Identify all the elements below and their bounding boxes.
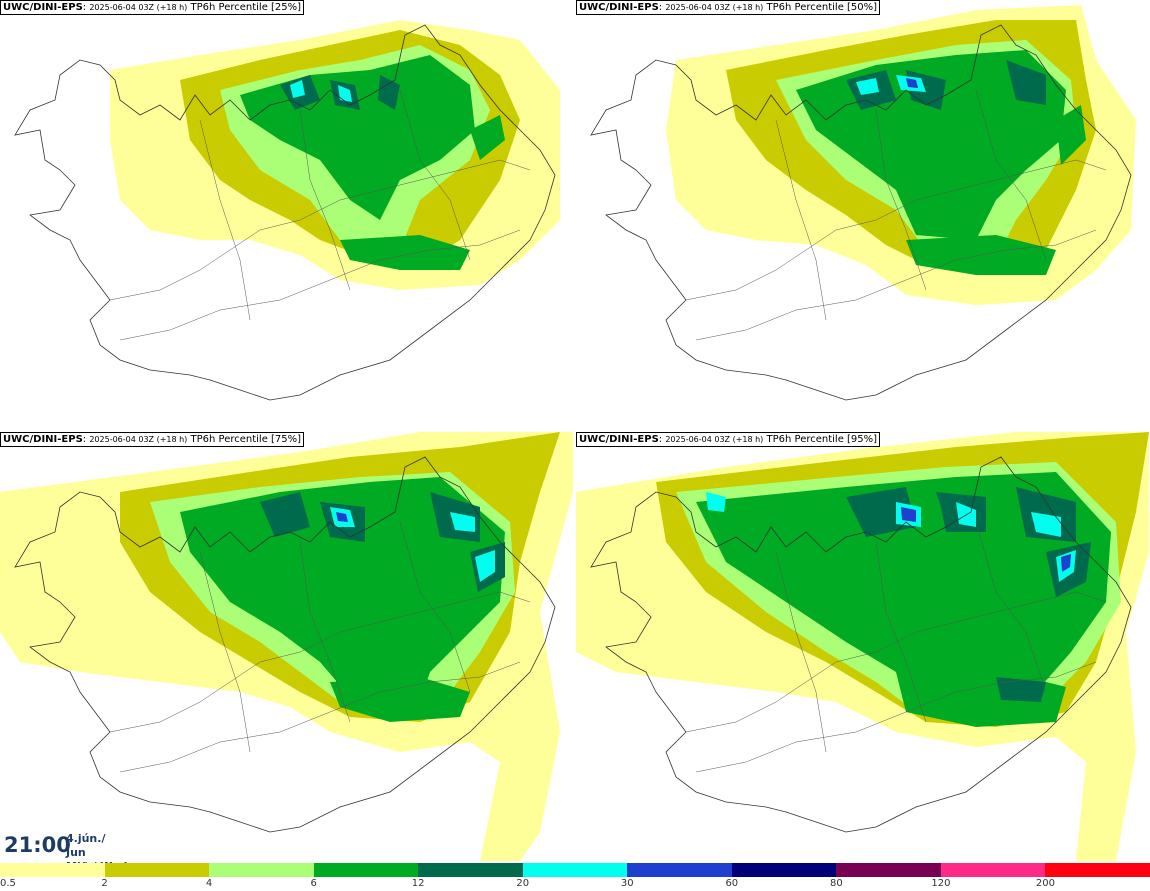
legend-swatch bbox=[940, 863, 1046, 877]
legend-swatch bbox=[522, 863, 628, 877]
legend-label: 60 bbox=[725, 878, 739, 889]
panel-title: UWC/DINI-EPS: 2025-06-04 03Z (+18 h) TP6… bbox=[576, 0, 881, 15]
legend-label: 30 bbox=[620, 878, 634, 889]
legend-label: 80 bbox=[829, 878, 843, 889]
legend-swatch bbox=[836, 863, 941, 877]
legend-color-bar bbox=[0, 863, 1150, 877]
legend-label: 20 bbox=[516, 878, 530, 889]
legend-label: 120 bbox=[931, 878, 951, 889]
valid-date-line1: 4.jún./ Jun bbox=[66, 832, 106, 859]
legend-label: 2 bbox=[101, 878, 108, 889]
legend-label: 0.5 bbox=[0, 878, 16, 889]
map-panel-p95: UWC/DINI-EPS: 2025-06-04 03Z (+18 h) TP6… bbox=[576, 432, 1149, 861]
legend-label: 12 bbox=[411, 878, 425, 889]
precip-map-p50 bbox=[590, 5, 1136, 401]
valid-time-clock: 21:00 bbox=[4, 833, 71, 857]
panel-title: UWC/DINI-EPS: 2025-06-04 03Z (+18 h) TP6… bbox=[576, 432, 881, 447]
legend-label: 4 bbox=[205, 878, 213, 889]
legend-swatch bbox=[313, 863, 419, 877]
legend-swatch bbox=[627, 863, 732, 877]
legend-swatch bbox=[209, 863, 314, 877]
legend-swatch bbox=[0, 863, 105, 877]
valid-time-box: 21:00 4.jún./ Jun Mið./ Wed bbox=[0, 829, 128, 873]
map-panel-p75: UWC/DINI-EPS: 2025-06-04 03Z (+18 h) TP6… bbox=[0, 432, 573, 861]
precip-map-p95 bbox=[576, 432, 1149, 861]
precip-map-p75 bbox=[0, 432, 573, 861]
legend-label: 6 bbox=[310, 878, 317, 889]
map-panel-p50: UWC/DINI-EPS: 2025-06-04 03Z (+18 h) TP6… bbox=[576, 0, 1149, 429]
precip-map-p25 bbox=[14, 20, 560, 401]
legend-swatch bbox=[731, 863, 837, 877]
legend-labels: 0.5 2 4 6 12 20 30 60 80 120 200 bbox=[0, 878, 1150, 891]
legend-swatch bbox=[1045, 863, 1150, 877]
panel-title: UWC/DINI-EPS: 2025-06-04 03Z (+18 h) TP6… bbox=[0, 0, 305, 15]
precip-legend: 0.5 2 4 6 12 20 30 60 80 120 200 bbox=[0, 862, 1150, 891]
legend-swatch bbox=[104, 863, 210, 877]
legend-swatch bbox=[418, 863, 523, 877]
panel-title: UWC/DINI-EPS: 2025-06-04 03Z (+18 h) TP6… bbox=[0, 432, 305, 447]
legend-label: 200 bbox=[1035, 878, 1055, 889]
map-panel-p25: UWC/DINI-EPS: 2025-06-04 03Z (+18 h) TP6… bbox=[0, 0, 573, 429]
